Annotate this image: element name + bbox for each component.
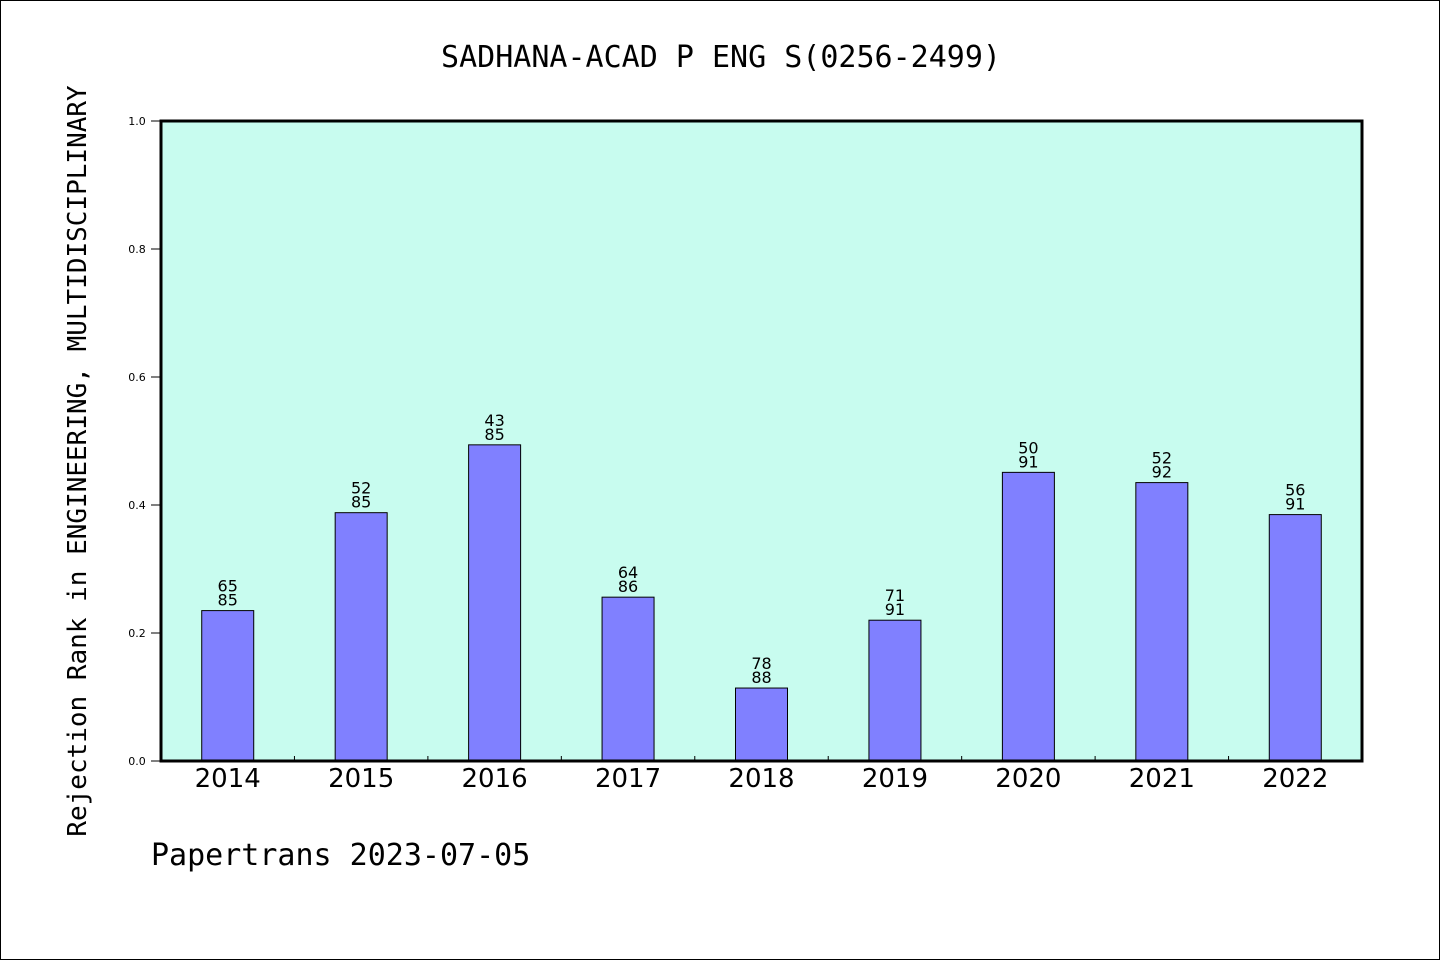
bar <box>334 512 388 762</box>
y-tick-label: 0.2 <box>128 627 146 640</box>
x-tick-label: 2017 <box>595 764 661 794</box>
x-axis: 2014 2015 2016 2017 2018 2019 2020 2021 2022 <box>195 756 1328 794</box>
plot-border <box>159 119 1364 763</box>
y-tick-label: 1.0 <box>128 115 146 128</box>
bar-rank-label: 43 <box>484 411 504 430</box>
y-tick-label: 0.8 <box>128 243 146 256</box>
bar-total-label: 85 <box>351 493 371 512</box>
bar-rank-label: 52 <box>1152 449 1172 468</box>
bar-rank-label: 71 <box>885 586 905 605</box>
bar-total-label: 85 <box>484 425 504 444</box>
bar-total-label: 85 <box>218 591 238 610</box>
chart-title: SADHANA-ACAD P ENG S(0256-2499) <box>441 40 1001 75</box>
bar <box>1268 514 1322 762</box>
x-tick-label: 2020 <box>995 764 1061 794</box>
bar <box>201 610 255 762</box>
x-tick-label: 2018 <box>728 764 794 794</box>
bar-total-label: 91 <box>885 600 905 619</box>
y-tick-label: 0.6 <box>128 371 146 384</box>
bar-rank-label: 52 <box>351 479 371 498</box>
bar-series <box>201 444 1322 762</box>
bar-rank-label: 56 <box>1285 481 1305 500</box>
x-tick-label: 2015 <box>328 764 394 794</box>
x-tick-label: 2021 <box>1129 764 1195 794</box>
bar <box>1001 471 1055 762</box>
bar <box>1135 482 1189 762</box>
bar-total-label: 86 <box>618 577 638 596</box>
bar-total-label: 91 <box>1018 452 1038 471</box>
bar <box>868 619 922 762</box>
y-tick-label: 0.0 <box>128 755 146 768</box>
bar-rank-label: 50 <box>1018 438 1038 457</box>
bar <box>735 687 788 762</box>
bar-rank-label: 78 <box>751 654 771 673</box>
footer-credit: Papertrans 2023-07-05 <box>151 838 530 873</box>
x-tick-label: 2014 <box>195 764 261 794</box>
x-tick-label: 2019 <box>862 764 928 794</box>
bar-total-label: 92 <box>1152 463 1172 482</box>
y-axis: 0.0 0.2 0.4 0.6 0.8 1.0 <box>128 115 161 768</box>
bar <box>468 444 522 762</box>
bar-total-label: 88 <box>751 668 771 687</box>
x-tick-label: 2016 <box>462 764 528 794</box>
x-tick-label: 2022 <box>1262 764 1328 794</box>
bar-rank-label: 64 <box>618 563 638 582</box>
bar-total-label: 91 <box>1285 495 1305 514</box>
bar-rank-label: 65 <box>218 577 238 596</box>
y-axis-label: Rejection Rank in ENGINEERING, MULTIDISC… <box>63 85 93 837</box>
bar <box>601 596 655 762</box>
y-tick-label: 0.4 <box>128 499 146 512</box>
